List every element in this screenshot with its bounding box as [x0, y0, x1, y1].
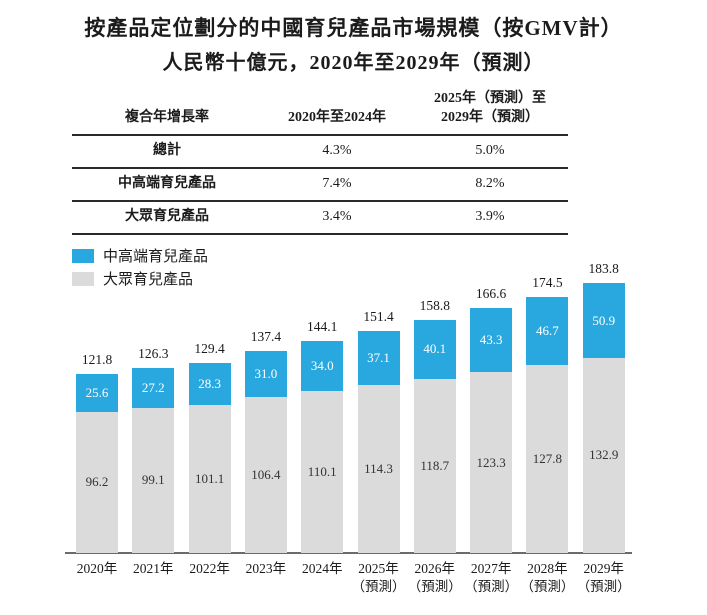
- x-axis-label-2028年: 2028年 （預測）: [515, 560, 579, 596]
- bar-segment-premium-2027年: 43.3: [470, 308, 513, 372]
- premium-value-label: 28.3: [198, 375, 221, 391]
- bar-segment-premium-2024年: 34.0: [301, 341, 344, 392]
- cagr-row-mass-2025-2029: 3.9%: [475, 208, 505, 224]
- bar-segment-mass-2028年: 127.8: [526, 365, 569, 553]
- total-value-label: 174.5: [532, 274, 563, 290]
- forecast-note: （預測）: [351, 579, 406, 595]
- total-value-label: 166.6: [475, 286, 507, 302]
- premium-value-label: 34.0: [310, 358, 334, 374]
- x-axis-label-2021年: 2021年: [133, 561, 174, 576]
- chart-legend: 中高端育兒產品 大眾育兒產品: [72, 244, 208, 290]
- x-axis-label-2029年: 2029年 （預測）: [572, 560, 636, 596]
- mass-value-label: 110.1: [307, 464, 337, 480]
- mass-value-label: 106.4: [251, 466, 281, 482]
- x-axis-label-2026年: 2026年 （預測）: [403, 560, 467, 596]
- x-axis-label-2020年: 2020年: [76, 561, 118, 576]
- bar-segment-mass-2026年: 118.7: [413, 378, 456, 553]
- cagr-table-header-row: 複合年增長率 2020年至2024年 2025年（預測）至 2029年（預測）: [72, 90, 568, 136]
- cagr-row-premium-2025-2029: 8.2%: [475, 175, 505, 191]
- legend-swatch-premium: [72, 248, 94, 263]
- legend-item-mass: 大眾育兒產品: [72, 267, 208, 290]
- cagr-header-2025-2029-line1: 2025年（預測）至: [434, 91, 546, 106]
- cagr-table: 複合年增長率 2020年至2024年 2025年（預測）至 2029年（預測） …: [72, 90, 568, 235]
- total-value-label: 158.8: [419, 297, 450, 313]
- bar-segment-premium-2020年: 25.6: [76, 374, 118, 412]
- total-value-label: 126.3: [138, 345, 169, 361]
- legend-label-mass: 大眾育兒產品: [103, 272, 194, 288]
- cagr-row-premium-label: 中高端育兒產品: [118, 175, 216, 191]
- page-subtitle: 人民幣十億元，2020年至2029年（預測）: [162, 52, 545, 74]
- x-axis-label-2027年: 2027年 （預測）: [459, 560, 523, 596]
- cagr-header-2025-2029-line2: 2029年（預測）: [441, 109, 539, 125]
- mass-value-label: 123.3: [476, 454, 506, 470]
- bar-segment-mass-2021年: 99.1: [132, 407, 175, 553]
- bar-segment-mass-2022年: 101.1: [188, 404, 231, 553]
- premium-value-label: 46.7: [536, 323, 559, 339]
- mass-value-label: 118.7: [420, 457, 450, 473]
- cagr-row-premium-2020-2024: 7.4%: [322, 175, 352, 191]
- x-axis-label-2024年: 2024年: [301, 561, 343, 576]
- bar-segment-premium-2029年: 50.9: [582, 283, 625, 358]
- forecast-note: （預測）: [520, 579, 575, 595]
- premium-value-label: 37.1: [367, 349, 390, 365]
- premium-value-label: 25.6: [85, 384, 109, 400]
- total-value-label: 137.4: [250, 329, 282, 345]
- premium-value-label: 27.2: [141, 379, 165, 395]
- x-axis-label-2025年: 2025年 （預測）: [347, 560, 411, 596]
- legend-item-premium: 中高端育兒產品: [72, 244, 208, 267]
- bar-segment-premium-2022年: 28.3: [188, 363, 231, 405]
- total-value-label: 183.8: [588, 261, 619, 277]
- bar-segment-mass-2023年: 106.4: [244, 396, 287, 553]
- cagr-row-mass-2020-2024: 3.4%: [322, 208, 352, 224]
- premium-value-label: 31.0: [254, 366, 278, 382]
- legend-label-premium: 中高端育兒產品: [103, 249, 209, 265]
- mass-value-label: 96.2: [85, 474, 109, 490]
- bar-segment-mass-2029年: 132.9: [582, 357, 625, 553]
- mass-value-label: 114.3: [364, 461, 393, 477]
- forecast-note: （預測）: [407, 579, 462, 595]
- bar-segment-mass-2027年: 123.3: [470, 372, 513, 553]
- cagr-row-total-label: 總計: [153, 142, 181, 158]
- premium-value-label: 50.9: [592, 312, 616, 328]
- cagr-header-2020-2024: 2020年至2024年: [288, 109, 386, 125]
- cagr-row-total: 總計 4.3% 5.0%: [72, 136, 568, 169]
- bar-segment-mass-2025年: 114.3: [357, 385, 400, 553]
- total-value-label: 151.4: [363, 308, 394, 324]
- bar-segment-premium-2028年: 46.7: [526, 296, 569, 366]
- legend-swatch-mass: [72, 271, 94, 286]
- x-axis-line: [65, 552, 632, 554]
- premium-value-label: 43.3: [479, 332, 503, 348]
- page-title: 按產品定位劃分的中國育兒產品市場規模（按GMV計）: [84, 16, 623, 40]
- total-value-label: 144.1: [307, 319, 338, 335]
- cagr-row-total-2025-2029: 5.0%: [475, 142, 505, 158]
- x-axis-label-2022年: 2022年: [189, 561, 230, 576]
- cagr-row-premium: 中高端育兒產品 7.4% 8.2%: [72, 169, 568, 202]
- cagr-header-2025-2029: 2025年（預測）至 2029年（預測）: [412, 90, 568, 128]
- bar-segment-premium-2023年: 31.0: [244, 351, 287, 397]
- bar-segment-mass-2024年: 110.1: [301, 391, 344, 553]
- premium-value-label: 40.1: [423, 341, 447, 357]
- bar-segment-premium-2021年: 27.2: [132, 367, 175, 408]
- mass-value-label: 127.8: [532, 451, 563, 467]
- bar-segment-premium-2026年: 40.1: [413, 319, 456, 379]
- cagr-row-mass-label: 大眾育兒產品: [125, 208, 209, 224]
- bar-segment-mass-2020年: 96.2: [76, 411, 118, 553]
- total-value-label: 129.4: [194, 341, 225, 357]
- forecast-note: （預測）: [464, 579, 519, 595]
- cagr-row-total-2020-2024: 4.3%: [322, 142, 352, 158]
- bar-segment-premium-2025年: 37.1: [357, 330, 400, 386]
- mass-value-label: 132.9: [589, 447, 619, 463]
- forecast-note: （預測）: [576, 579, 631, 595]
- x-axis-label-2023年: 2023年: [245, 561, 287, 576]
- cagr-row-mass: 大眾育兒產品 3.4% 3.9%: [72, 202, 568, 235]
- mass-value-label: 99.1: [141, 472, 165, 488]
- mass-value-label: 101.1: [194, 470, 225, 486]
- total-value-label: 121.8: [81, 352, 113, 368]
- cagr-header-label: 複合年增長率: [125, 109, 209, 125]
